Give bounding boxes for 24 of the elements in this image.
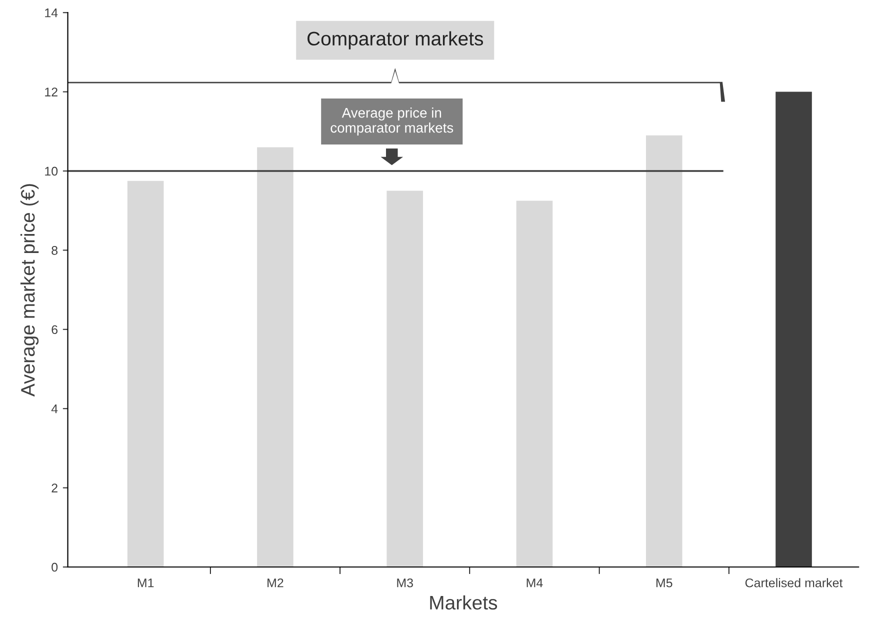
x-axis-title: Markets [430, 595, 498, 610]
x-tick-label: M3 [397, 578, 413, 588]
y-tick-label: 10 [45, 166, 58, 176]
bar [646, 135, 682, 567]
ref-line-label: Average price in comparator markets [330, 108, 454, 136]
x-tick-label: Cartelised market [745, 578, 843, 588]
x-tick-label: M2 [268, 578, 284, 588]
x-tick-label: M4 [526, 578, 543, 588]
y-tick-label: 0 [52, 562, 58, 572]
x-tick-label: M1 [138, 578, 154, 588]
bar [386, 190, 423, 567]
bar [516, 200, 553, 567]
bar [257, 147, 294, 567]
y-tick-label: 12 [45, 88, 58, 96]
y-tick-label: 4 [51, 404, 58, 414]
bar [776, 92, 812, 567]
y-tick-label: 14 [45, 8, 58, 18]
y-tick-label: 2 [52, 484, 58, 492]
annotation: Comparator markets [308, 31, 484, 50]
x-tick-label: M5 [656, 578, 672, 588]
y-tick-label: 6 [52, 325, 58, 334]
y-axis-title: Average market price (€) [20, 184, 39, 397]
bar [127, 180, 164, 567]
y-tick-label: 8 [52, 246, 58, 255]
